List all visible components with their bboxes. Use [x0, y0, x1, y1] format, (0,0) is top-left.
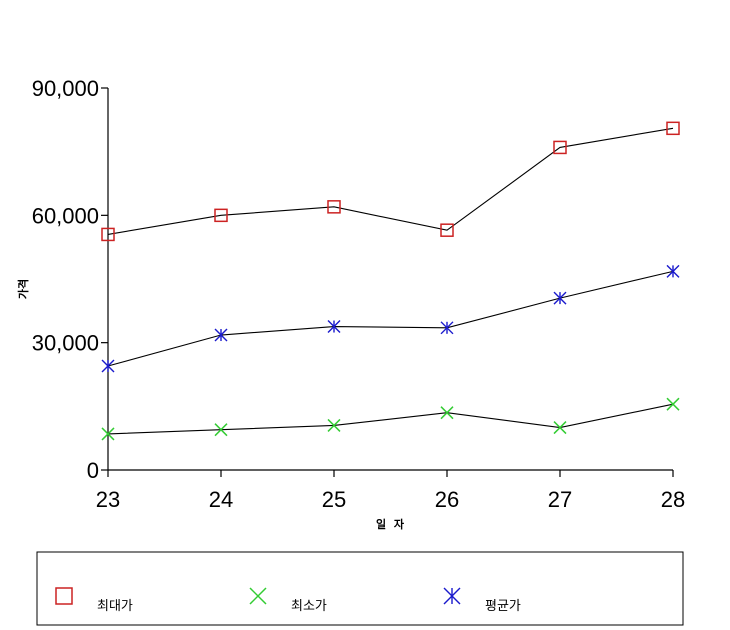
data-point-asterisk — [553, 291, 567, 305]
asterisk-marker-stroke — [443, 587, 461, 605]
chart-legend: 최대가 최소가 평균가 — [36, 551, 684, 626]
square-marker-shape — [666, 121, 680, 136]
data-point-x — [666, 397, 680, 411]
asterisk-marker-stroke — [553, 291, 567, 305]
y-tick-label: 90,000 — [32, 76, 99, 101]
asterisk-marker-stroke — [666, 264, 680, 278]
chart-axes — [107, 88, 673, 471]
series-lines — [107, 127, 674, 435]
y-tick-label: 0 — [87, 458, 99, 483]
series-line-3 — [107, 270, 674, 367]
legend-label: 평균가 — [485, 599, 521, 614]
y-tick-label: 30,000 — [32, 331, 99, 356]
data-point-x — [101, 427, 115, 441]
data-point-asterisk — [440, 321, 454, 335]
square-marker-shape — [55, 587, 73, 605]
data-point-asterisk — [214, 328, 228, 342]
data-point-square — [101, 227, 115, 242]
x-marker-stroke — [440, 406, 454, 420]
axis-ticks: 0 30,000 60,000 90,000 23 24 25 26 27 28 — [32, 76, 686, 512]
legend-box — [36, 551, 684, 626]
x-marker-stroke — [327, 418, 341, 432]
square-marker-shape — [440, 223, 454, 237]
square-marker-shape — [214, 208, 228, 223]
x-tick-label: 26 — [435, 487, 459, 512]
data-point-x — [440, 406, 454, 420]
x-marker-stroke — [101, 427, 115, 441]
x-tick-label: 27 — [548, 487, 572, 512]
x-tick-label: 25 — [322, 487, 346, 512]
x-axis-title: 일 자 — [376, 517, 405, 531]
data-point-square — [214, 208, 228, 223]
data-point-x — [553, 421, 567, 435]
legend-label: 최대가 — [97, 599, 133, 614]
data-point-square — [666, 121, 680, 136]
legend-label: 최소가 — [291, 599, 327, 614]
asterisk-marker-stroke — [101, 359, 115, 373]
x-marker-stroke — [214, 423, 228, 437]
data-point-x — [327, 418, 341, 432]
x-marker-stroke — [666, 397, 680, 411]
x-tick-label: 28 — [661, 487, 685, 512]
data-point-square — [440, 223, 454, 237]
legend-entry-1: 최대가 — [55, 587, 133, 614]
data-point-square — [553, 140, 567, 155]
x-tick-label: 24 — [209, 487, 233, 512]
data-point-x — [214, 423, 228, 437]
x-marker-stroke — [553, 421, 567, 435]
legend-marker-x — [249, 587, 267, 605]
series-line-2 — [107, 403, 674, 435]
legend-marker-asterisk — [443, 587, 461, 605]
x-marker-stroke — [249, 587, 267, 605]
data-point-square — [327, 200, 341, 214]
x-tick-label: 23 — [96, 487, 120, 512]
asterisk-marker-stroke — [214, 328, 228, 342]
square-marker-shape — [327, 200, 341, 214]
asterisk-marker-stroke — [327, 320, 341, 334]
y-tick-label: 60,000 — [32, 203, 99, 228]
square-marker-shape — [553, 140, 567, 155]
square-marker-shape — [101, 227, 115, 242]
series-line-1 — [107, 127, 674, 235]
legend-entry-2: 최소가 — [249, 587, 327, 614]
legend-entry-3: 평균가 — [443, 587, 521, 614]
series-markers — [101, 121, 680, 441]
legend-marker-square — [55, 587, 73, 605]
asterisk-marker-stroke — [440, 321, 454, 335]
data-point-asterisk — [101, 359, 115, 373]
data-point-asterisk — [666, 264, 680, 278]
y-axis-title: 가격 — [16, 279, 30, 299]
data-point-asterisk — [327, 320, 341, 334]
